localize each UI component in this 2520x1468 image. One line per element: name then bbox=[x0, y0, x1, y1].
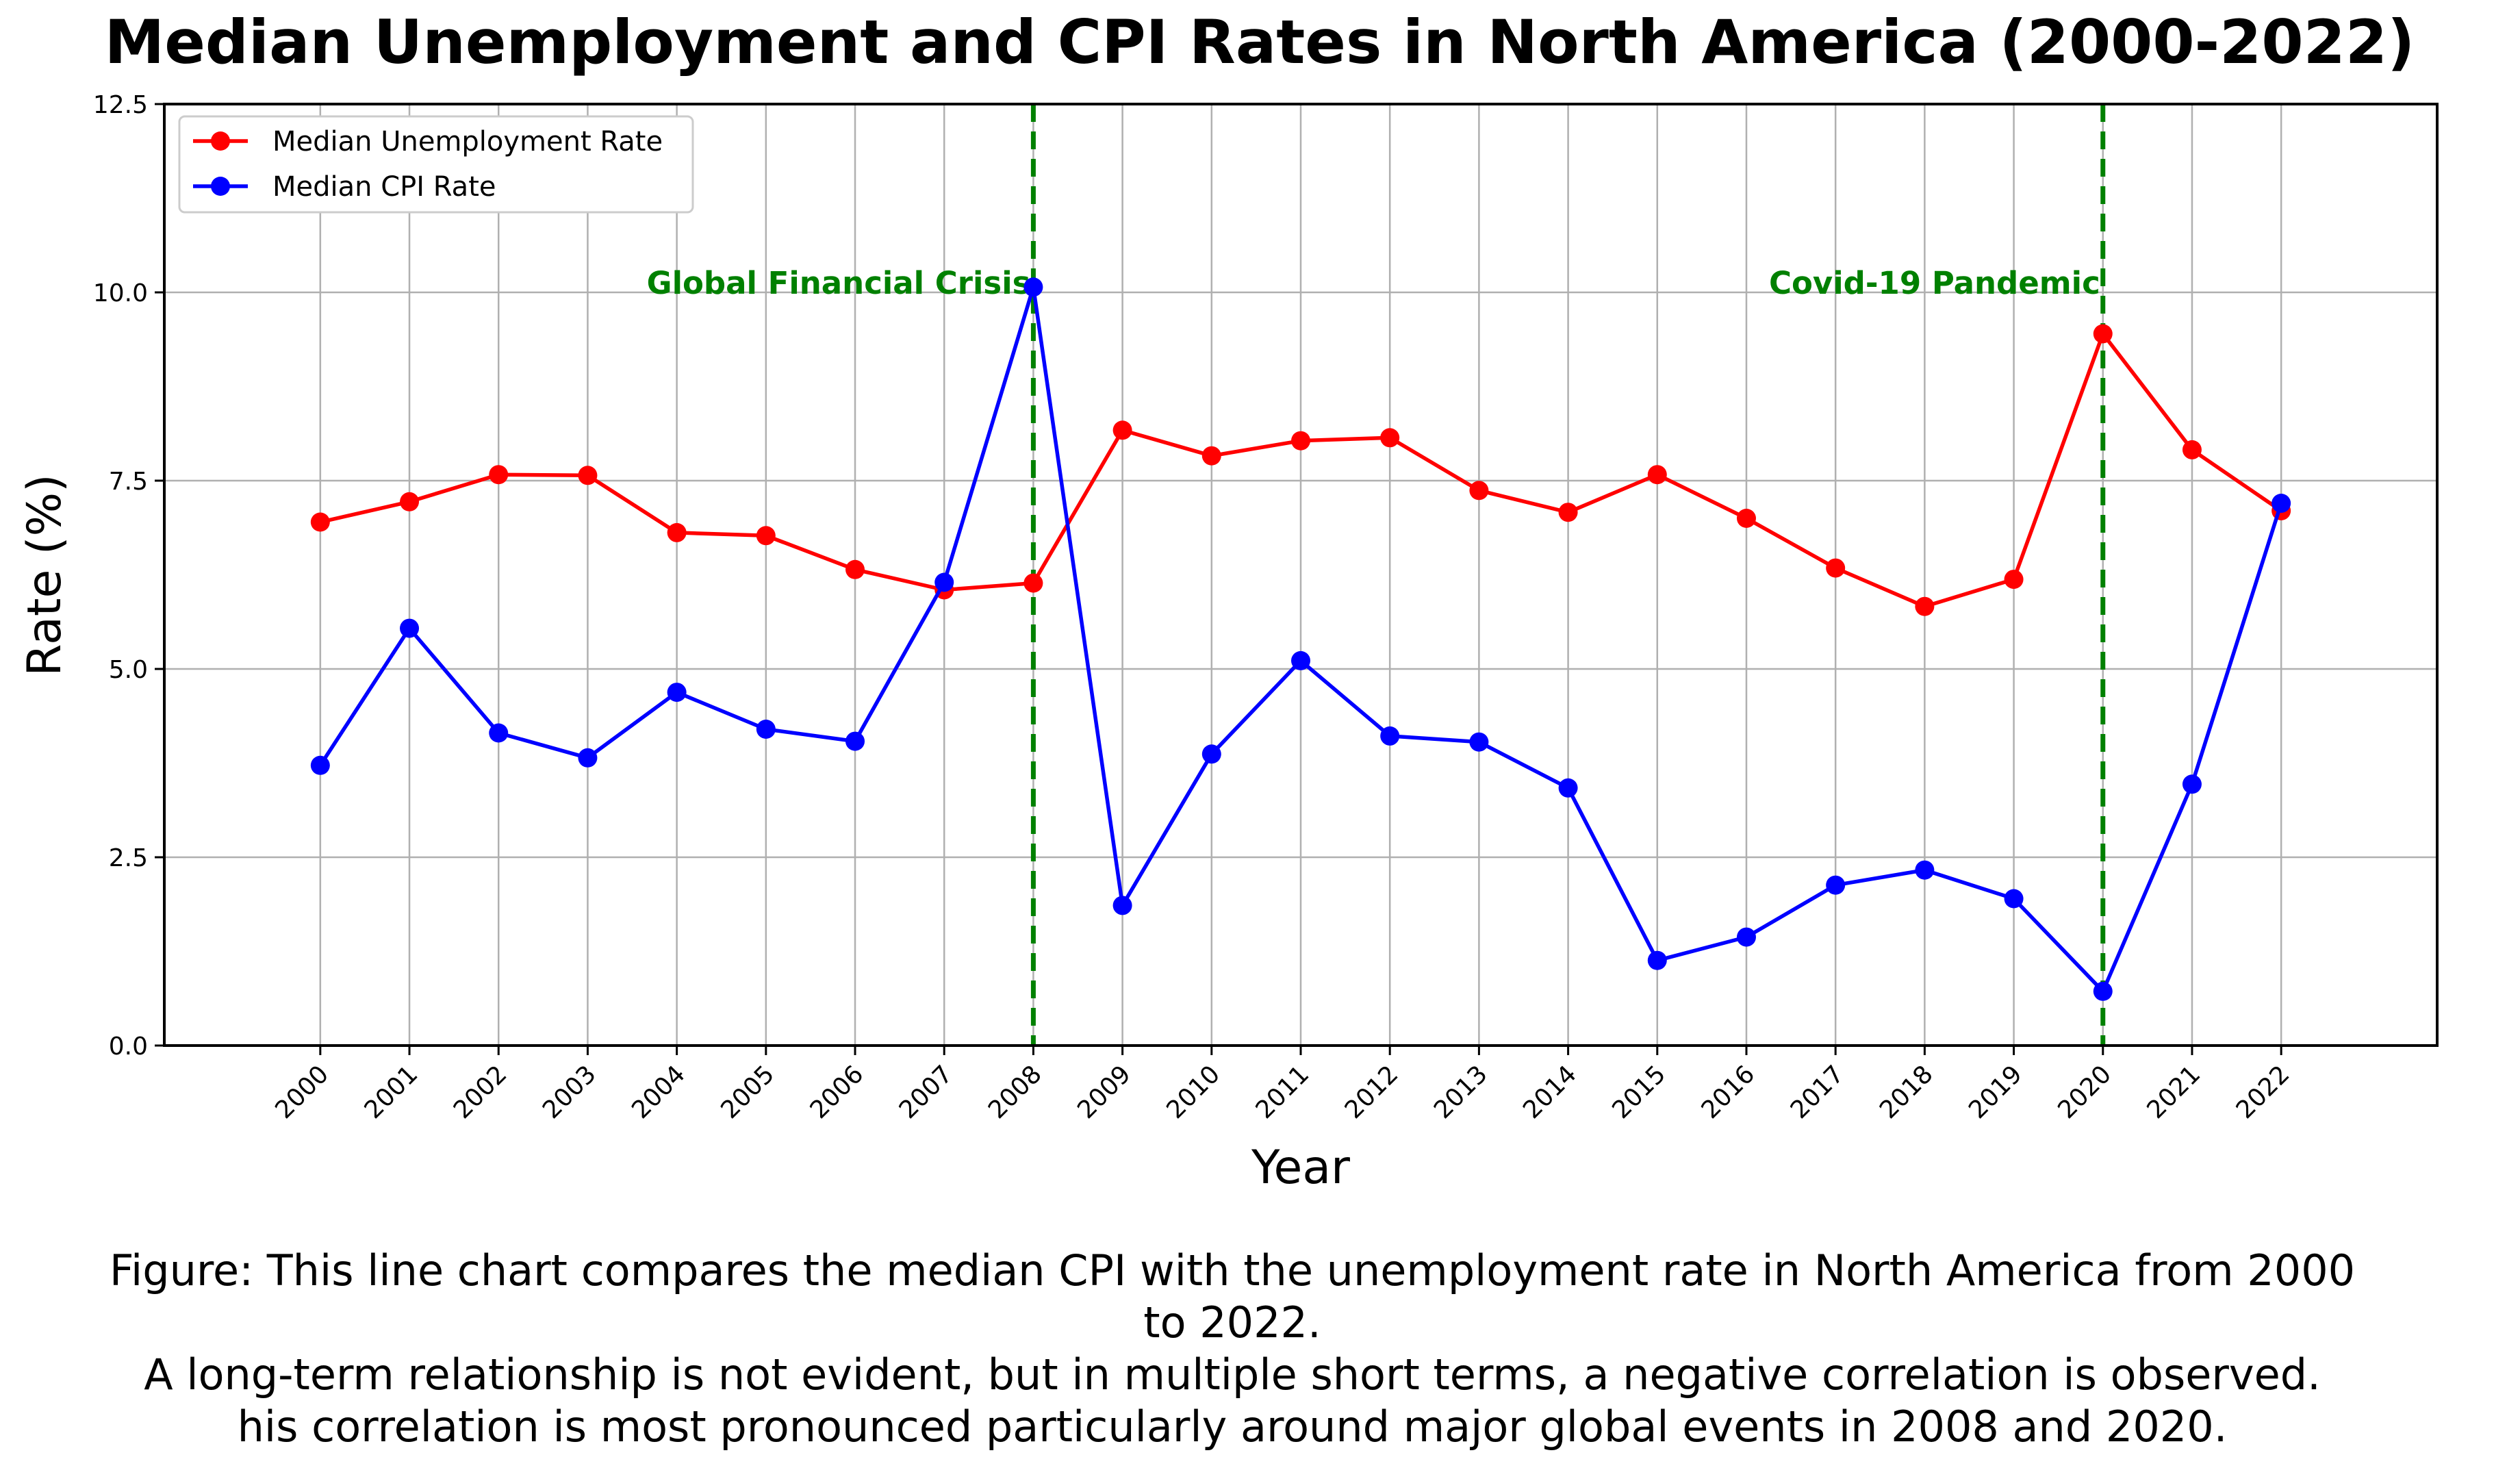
data-point bbox=[2093, 324, 2113, 344]
event-annotation: Global Financial Crisis bbox=[647, 265, 1031, 301]
x-tick-label: 2014 bbox=[1518, 1060, 1582, 1124]
data-point bbox=[489, 723, 509, 743]
data-point bbox=[1291, 431, 1310, 451]
data-point bbox=[667, 683, 687, 703]
caption-line-3: A long-term relationship is not evident,… bbox=[144, 1350, 2321, 1400]
x-tick-label: 2017 bbox=[1785, 1060, 1850, 1124]
data-point bbox=[2271, 494, 2291, 513]
y-tick-label: 10.0 bbox=[93, 279, 148, 307]
grid-lines bbox=[164, 103, 2437, 1047]
x-tick-label: 2004 bbox=[626, 1060, 691, 1124]
event-lines: Global Financial Crisis Covid-19 Pandemic bbox=[647, 104, 2106, 1046]
data-point bbox=[1112, 896, 1132, 915]
figure-caption: Figure: This line chart compares the med… bbox=[0, 1245, 2465, 1453]
data-point bbox=[2004, 889, 2024, 909]
x-tick-label: 2012 bbox=[1340, 1060, 1404, 1124]
data-point bbox=[1201, 744, 1221, 764]
line-chart: Median Unemployment and CPI Rates in Nor… bbox=[18, 7, 2439, 1195]
x-tick-label: 2007 bbox=[894, 1060, 958, 1124]
x-tick-label: 2020 bbox=[2052, 1060, 2117, 1124]
data-point bbox=[310, 512, 330, 532]
data-point bbox=[400, 618, 420, 638]
legend-marker bbox=[211, 177, 230, 196]
y-tick-label: 0.0 bbox=[109, 1033, 148, 1061]
data-point bbox=[1112, 420, 1132, 440]
legend: Median Unemployment Rate Median CPI Rate bbox=[178, 115, 694, 214]
axes: 2000 2001 2002 2003 2004 2005 2006 2007 2008 2009… bbox=[93, 91, 2295, 1124]
x-tick-label: 2013 bbox=[1429, 1060, 1493, 1124]
x-tick-label: 2002 bbox=[448, 1060, 513, 1124]
data-point bbox=[578, 748, 598, 768]
data-point bbox=[667, 522, 687, 542]
caption-line-4: his correlation is most pronounced parti… bbox=[237, 1402, 2228, 1452]
x-tick-label: 2011 bbox=[1251, 1060, 1315, 1124]
data-point bbox=[1736, 509, 1756, 528]
caption-line-1: Figure: This line chart compares the med… bbox=[109, 1245, 2356, 1295]
legend-label: Median CPI Rate bbox=[272, 171, 496, 203]
x-tick-label: 2005 bbox=[715, 1060, 780, 1124]
data-point bbox=[1380, 428, 1400, 448]
series-layer bbox=[310, 277, 2291, 1001]
y-axis-label: Rate (%) bbox=[18, 474, 72, 676]
data-point bbox=[1023, 573, 1043, 593]
data-point bbox=[1469, 481, 1489, 501]
data-point bbox=[845, 559, 865, 579]
x-tick-label: 2009 bbox=[1072, 1060, 1136, 1124]
data-point bbox=[2004, 570, 2024, 590]
data-point bbox=[845, 731, 865, 751]
y-tick-label: 7.5 bbox=[109, 468, 148, 496]
data-point bbox=[1647, 950, 1667, 970]
x-tick-label: 2019 bbox=[1963, 1060, 2028, 1124]
legend-box bbox=[178, 115, 694, 214]
data-point bbox=[1647, 465, 1667, 485]
x-axis-label: Year bbox=[1251, 1141, 1350, 1195]
data-point bbox=[2182, 440, 2202, 459]
data-point bbox=[1201, 446, 1221, 466]
data-point bbox=[756, 720, 776, 739]
data-point bbox=[2182, 774, 2202, 794]
data-point bbox=[1826, 875, 1846, 895]
data-point bbox=[578, 466, 598, 485]
data-point bbox=[1469, 732, 1489, 752]
data-point bbox=[1915, 860, 1935, 880]
data-point bbox=[934, 572, 954, 592]
data-point bbox=[400, 492, 420, 511]
data-point bbox=[1023, 277, 1043, 297]
legend-marker bbox=[211, 131, 230, 151]
data-point bbox=[1291, 650, 1310, 670]
x-tick-label: 2022 bbox=[2231, 1060, 2295, 1124]
y-tick-label: 2.5 bbox=[109, 844, 148, 872]
data-point bbox=[1380, 726, 1400, 746]
x-tick-label: 2006 bbox=[805, 1060, 869, 1124]
data-point bbox=[489, 465, 509, 485]
event-annotation: Covid-19 Pandemic bbox=[1769, 265, 2100, 301]
data-point bbox=[756, 526, 776, 546]
x-tick-label: 2008 bbox=[983, 1060, 1047, 1124]
y-tick-label: 12.5 bbox=[93, 91, 148, 119]
y-tick-label: 5.0 bbox=[109, 656, 148, 684]
x-tick-label: 2010 bbox=[1161, 1060, 1225, 1124]
data-point bbox=[310, 755, 330, 775]
x-tick-label: 2003 bbox=[537, 1060, 602, 1124]
data-point bbox=[1736, 927, 1756, 947]
chart-title: Median Unemployment and CPI Rates in Nor… bbox=[105, 7, 2415, 77]
x-tick-label: 2015 bbox=[1607, 1060, 1671, 1124]
x-tick-label: 2021 bbox=[2142, 1060, 2206, 1124]
data-point bbox=[1826, 558, 1846, 578]
x-tick-label: 2001 bbox=[359, 1060, 424, 1124]
data-point bbox=[2093, 981, 2113, 1001]
legend-label: Median Unemployment Rate bbox=[272, 126, 663, 157]
data-point bbox=[1558, 503, 1578, 522]
x-tick-label: 2016 bbox=[1696, 1060, 1761, 1124]
caption-line-2: to 2022. bbox=[1143, 1298, 1321, 1347]
data-point bbox=[1558, 778, 1578, 798]
data-point bbox=[1915, 596, 1935, 616]
x-tick-label: 2000 bbox=[270, 1060, 334, 1124]
x-tick-label: 2018 bbox=[1874, 1060, 1939, 1124]
